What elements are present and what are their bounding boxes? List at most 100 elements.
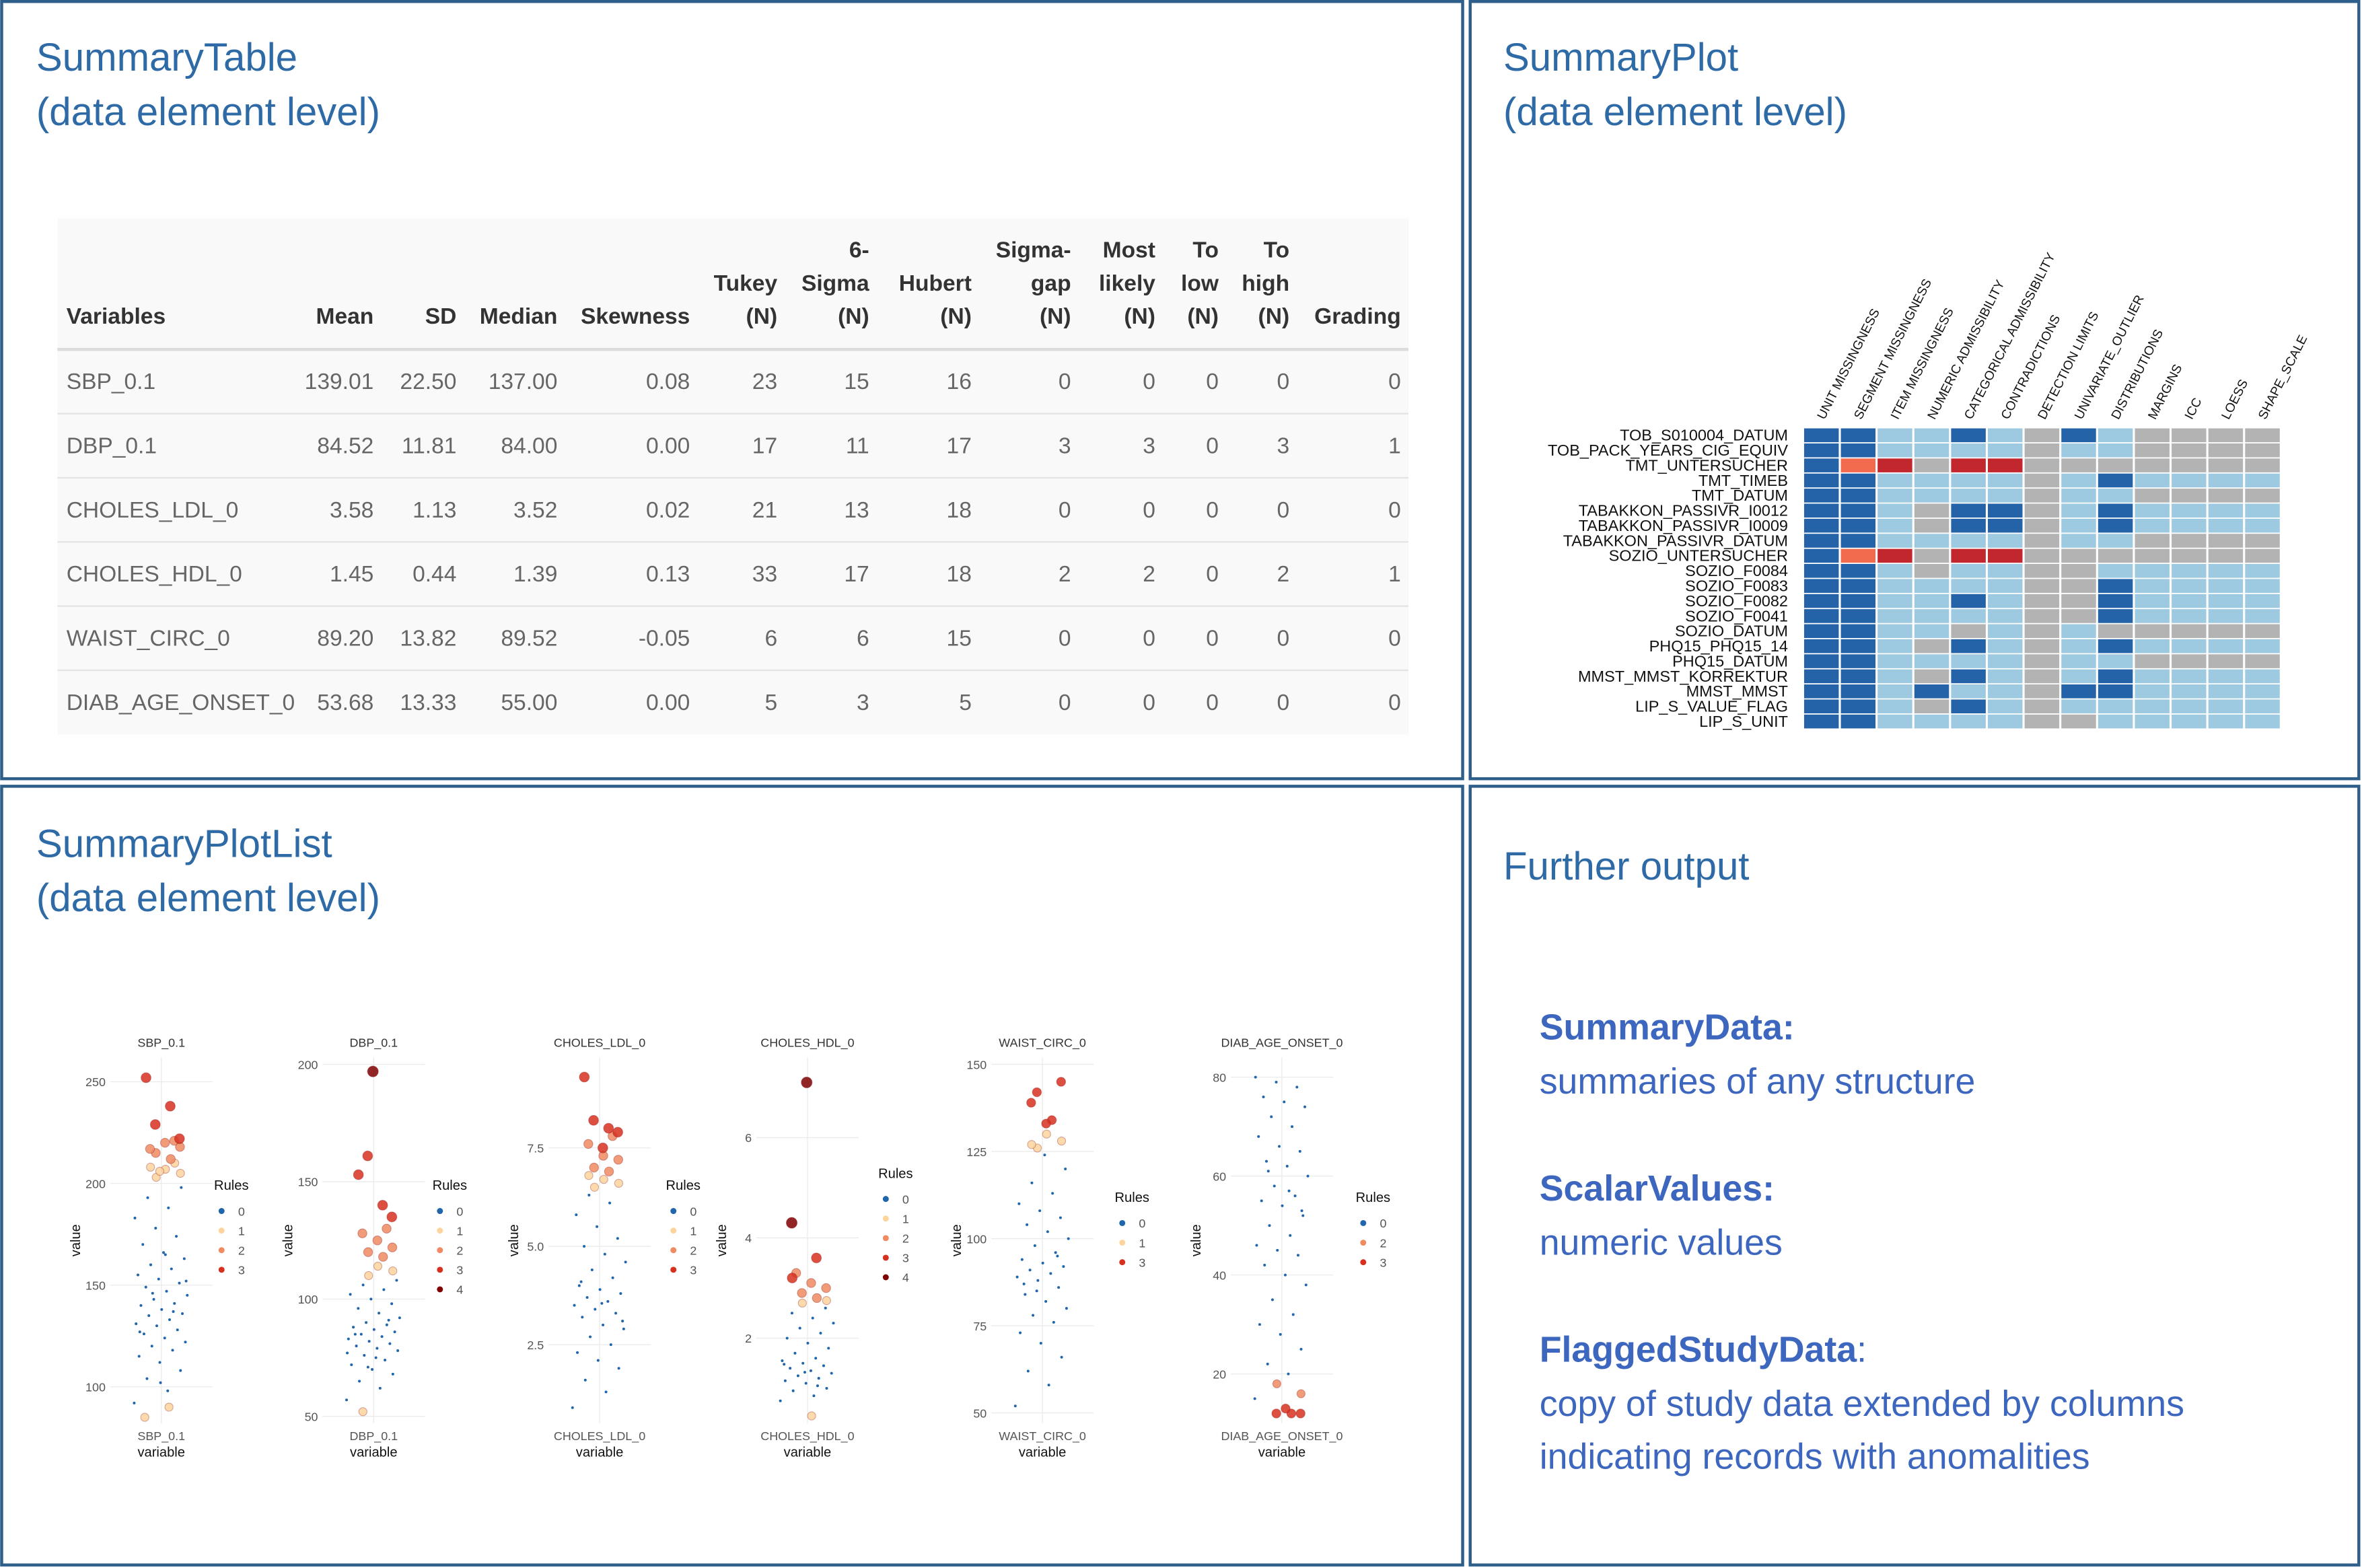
heatmap-cell bbox=[1877, 458, 1912, 472]
heatmap-cell bbox=[2135, 699, 2170, 714]
heatmap-cell bbox=[2245, 534, 2280, 548]
heatmap-column-label: MARGINS bbox=[2145, 362, 2185, 422]
heatmap-cell bbox=[1877, 699, 1912, 714]
heatmap-cell bbox=[2172, 714, 2207, 729]
data-point bbox=[168, 1318, 172, 1322]
heatmap-cell bbox=[2245, 669, 2280, 684]
table-cell: 3.58 bbox=[330, 498, 373, 523]
table-cell: 5 bbox=[959, 690, 972, 715]
heatmap-row-label: LIP_S_UNIT bbox=[1699, 713, 1788, 730]
table-cell: 13 bbox=[844, 498, 869, 523]
y-tick-label: 100 bbox=[966, 1232, 987, 1246]
heatmap-cell bbox=[1951, 714, 1986, 729]
data-point bbox=[809, 1369, 812, 1372]
legend-label: 1 bbox=[1139, 1236, 1145, 1250]
table-cell: 17 bbox=[844, 562, 869, 587]
heatmap-cell bbox=[2098, 669, 2133, 684]
heatmap-cell bbox=[1951, 579, 1986, 593]
column-header: SD bbox=[425, 304, 457, 329]
y-tick-label: 6 bbox=[745, 1131, 752, 1145]
data-point bbox=[160, 1308, 164, 1311]
column-header: To bbox=[1264, 238, 1290, 263]
table-cell: 15 bbox=[844, 369, 869, 394]
table-cell: 2 bbox=[1059, 562, 1071, 587]
y-tick-label: 60 bbox=[1213, 1170, 1226, 1183]
table-cell: 0 bbox=[1059, 498, 1071, 523]
heatmap-cell bbox=[2245, 548, 2280, 563]
y-tick-label: 125 bbox=[966, 1145, 987, 1159]
heatmap-cell bbox=[1951, 563, 1986, 578]
heatmap-cell bbox=[2172, 609, 2207, 623]
data-point bbox=[1062, 1265, 1065, 1269]
table-cell: 2 bbox=[1143, 562, 1155, 587]
data-point bbox=[1287, 1372, 1290, 1376]
heatmap-cell bbox=[2245, 458, 2280, 472]
heatmap-cell bbox=[1951, 458, 1986, 472]
table-cell: 89.20 bbox=[317, 627, 373, 651]
data-point bbox=[175, 1235, 178, 1238]
heatmap-cell bbox=[1803, 594, 1839, 608]
heatmap-cell bbox=[2098, 624, 2133, 639]
legend-label: 1 bbox=[238, 1224, 245, 1238]
heatmap-cell bbox=[1877, 609, 1912, 623]
heatmap-cell bbox=[2172, 579, 2207, 593]
heatmap-cell bbox=[1914, 699, 1949, 714]
heatmap-cell bbox=[2098, 654, 2133, 668]
legend-label: 0 bbox=[456, 1205, 463, 1218]
panel-title: SummaryPlot bbox=[1503, 36, 1738, 79]
data-point bbox=[624, 1260, 627, 1264]
heatmap-cell bbox=[2245, 563, 2280, 578]
heatmap-column-label: UNIVARIATE_OUTLIER bbox=[2072, 293, 2147, 422]
data-point bbox=[789, 1367, 792, 1370]
data-point bbox=[1277, 1145, 1281, 1148]
data-point bbox=[1044, 1299, 1048, 1303]
heatmap-cell bbox=[2098, 428, 2133, 443]
data-point bbox=[1281, 1403, 1291, 1414]
table-cell: 0 bbox=[1143, 627, 1155, 651]
data-point bbox=[824, 1306, 827, 1310]
heatmap-cell bbox=[2024, 669, 2060, 684]
data-point bbox=[598, 1288, 602, 1291]
heatmap-row-label: MMST_MMST bbox=[1686, 682, 1788, 700]
heatmap-cell bbox=[1803, 428, 1839, 443]
legend-marker bbox=[218, 1227, 225, 1234]
data-point bbox=[1285, 1164, 1289, 1168]
data-point bbox=[1036, 1279, 1040, 1282]
heatmap-cell bbox=[1840, 534, 1876, 548]
output-name: SummaryData: bbox=[1540, 1007, 1795, 1047]
table-cell: 84.00 bbox=[501, 433, 557, 458]
data-point bbox=[361, 1283, 365, 1287]
data-point bbox=[1301, 1214, 1305, 1217]
data-point bbox=[1268, 1224, 1271, 1227]
heatmap-cell bbox=[2135, 654, 2170, 668]
x-axis-label: variable bbox=[350, 1445, 397, 1460]
data-point bbox=[1264, 1160, 1268, 1163]
heatmap-cell bbox=[1877, 443, 1912, 458]
output-description: indicating records with anomalities bbox=[1540, 1436, 2090, 1476]
table-cell: 23 bbox=[752, 369, 777, 394]
x-tick-label: DIAB_AGE_ONSET_0 bbox=[1221, 1429, 1343, 1444]
heatmap-cell bbox=[2135, 443, 2170, 458]
data-point bbox=[1049, 1272, 1052, 1275]
heatmap-cell bbox=[2172, 534, 2207, 548]
data-point bbox=[382, 1223, 392, 1234]
table-cell: CHOLES_LDL_0 bbox=[67, 498, 239, 523]
legend-label: 2 bbox=[238, 1244, 245, 1257]
y-tick-label: 200 bbox=[298, 1058, 318, 1071]
data-point bbox=[345, 1398, 349, 1402]
data-point bbox=[366, 1365, 369, 1369]
data-point bbox=[1272, 1379, 1281, 1388]
data-point bbox=[350, 1363, 353, 1366]
table-cell: 21 bbox=[752, 498, 777, 523]
heatmap-cell bbox=[2172, 443, 2207, 458]
heatmap-cell bbox=[2061, 548, 2096, 563]
heatmap-row-label: LIP_S_VALUE_FLAG bbox=[1635, 698, 1788, 715]
heatmap-cell bbox=[1877, 473, 1912, 488]
output-name-text: ScalarValues: bbox=[1540, 1168, 1775, 1209]
data-point bbox=[359, 1332, 363, 1336]
data-point bbox=[159, 1381, 162, 1384]
heatmap-cell bbox=[1803, 518, 1839, 533]
heatmap-cell bbox=[2208, 669, 2244, 684]
legend-marker bbox=[882, 1215, 889, 1222]
heatmap-cell bbox=[1803, 443, 1839, 458]
